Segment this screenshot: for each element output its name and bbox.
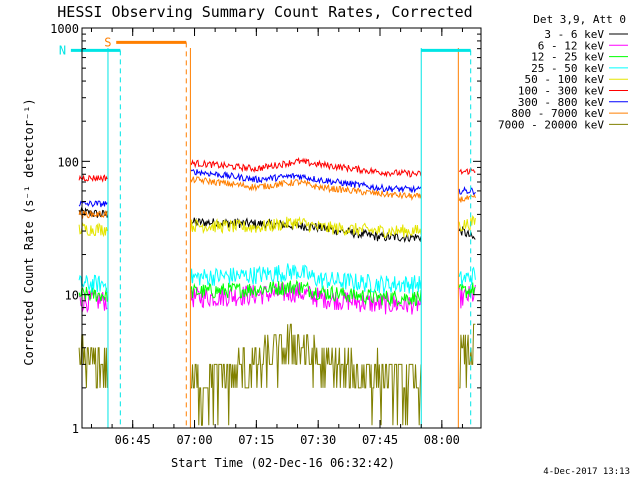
- axes: 1 10 100 1000 06:45 07:00 07:15 07:30 07:45 08:00: [50, 22, 481, 447]
- legend-entry-label: 25 - 50 keV: [531, 62, 604, 75]
- y-tick-label: 1000: [50, 22, 79, 36]
- series-line: [78, 214, 476, 239]
- x-tick-label: 06:45: [115, 433, 151, 447]
- plot-area: SN: [59, 35, 476, 428]
- legend-entry-label: 50 - 100 keV: [525, 73, 605, 86]
- legend-entry-label: 7000 - 20000 keV: [498, 118, 604, 131]
- flag-label: N: [59, 43, 66, 57]
- y-tick-label: 10: [65, 289, 79, 303]
- plot-frame: [81, 27, 482, 429]
- series-line: [78, 279, 476, 307]
- series-line: [78, 323, 476, 426]
- x-tick-label: 08:00: [424, 433, 460, 447]
- legend-title: Det 3,9, Att 0: [533, 13, 626, 26]
- legend-entry-label: 800 - 7000 keV: [511, 107, 604, 120]
- series-line: [78, 263, 476, 294]
- chart-title: HESSI Observing Summary Count Rates, Cor…: [57, 3, 472, 21]
- series-line: [78, 205, 476, 243]
- timestamp: 4-Dec-2017 13:13: [543, 467, 630, 477]
- flag-label: S: [104, 35, 111, 49]
- series-line: [78, 157, 476, 183]
- x-tick-label: 07:45: [362, 433, 398, 447]
- x-axis-label: Start Time (02-Dec-16 06:32:42): [171, 456, 395, 470]
- y-tick-label: 100: [57, 155, 79, 169]
- legend-entry-label: 6 - 12 keV: [538, 39, 605, 52]
- y-tick-label: 1: [72, 422, 79, 436]
- legend-entry-label: 300 - 800 keV: [518, 96, 604, 109]
- legend-entry-label: 100 - 300 keV: [518, 85, 604, 98]
- y-axis-label: Corrected Count Rate (s⁻¹ detector⁻¹): [22, 98, 36, 365]
- legend-entry-label: 3 - 6 keV: [544, 28, 604, 41]
- x-tick-label: 07:30: [300, 433, 336, 447]
- x-tick-label: 07:15: [238, 433, 274, 447]
- x-tick-label: 07:00: [176, 433, 212, 447]
- series-line: [78, 176, 476, 220]
- legend-entry-label: 12 - 25 keV: [531, 51, 604, 64]
